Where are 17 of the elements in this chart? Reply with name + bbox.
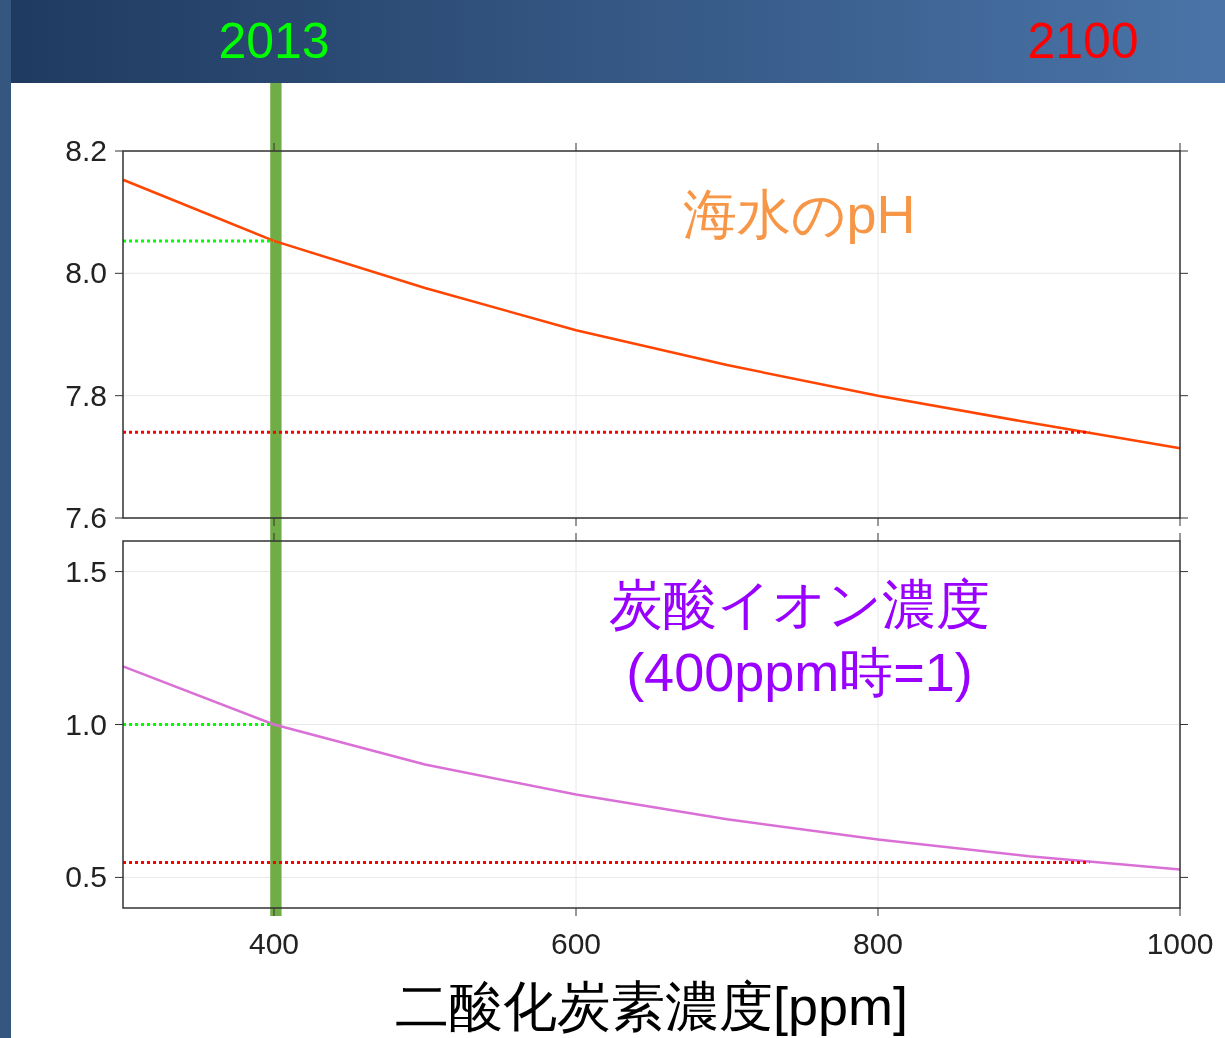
y-tick-label: 7.8 (65, 378, 107, 412)
x-axis-title: 二酸化炭素濃度[ppm] (394, 976, 909, 1036)
text: 2013 (218, 13, 330, 69)
y-tick-label: 7.6 (65, 501, 107, 534)
y-tick-label: 1.5 (65, 554, 107, 588)
y-tick-label: 0.5 (65, 860, 107, 894)
y-tick-label: 1.0 (65, 707, 107, 741)
x-tick-label: 400 (248, 927, 300, 960)
y-tick-label: 8.0 (65, 256, 107, 290)
x-tick-label: 1000 (1146, 927, 1214, 960)
x-tick-label: 800 (852, 927, 904, 960)
text: 2100 (1027, 13, 1139, 69)
annotation: 海水のpH (683, 184, 916, 244)
x-tick-label: 600 (550, 927, 602, 960)
line-series (121, 178, 1182, 450)
y-tick-label: 8.2 (65, 134, 107, 167)
annotation: 炭酸イオン濃度 (400ppm時=1) (608, 574, 990, 702)
